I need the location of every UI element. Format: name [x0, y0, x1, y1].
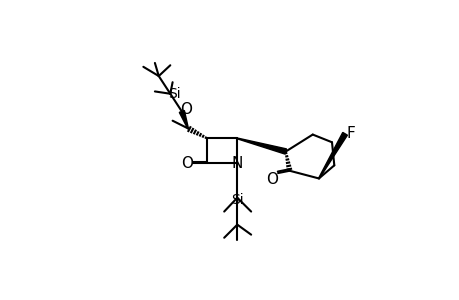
Text: Si: Si — [230, 193, 243, 207]
Polygon shape — [318, 132, 347, 178]
Text: N: N — [231, 155, 242, 170]
Polygon shape — [179, 110, 188, 128]
Text: O: O — [181, 155, 193, 170]
Text: O: O — [179, 102, 191, 117]
Text: Si: Si — [168, 87, 180, 101]
Text: F: F — [346, 126, 355, 141]
Text: O: O — [265, 172, 277, 187]
Polygon shape — [237, 138, 286, 154]
